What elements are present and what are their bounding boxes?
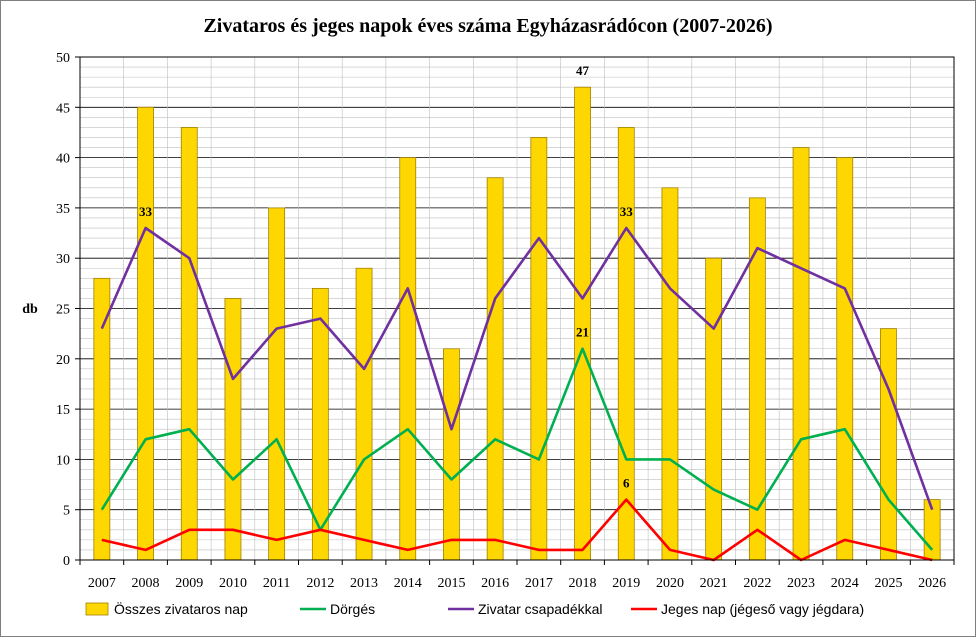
x-tick-label: 2013 — [350, 576, 378, 591]
bar-2014 — [399, 157, 417, 561]
legend-label: Összes zivataros nap — [114, 600, 248, 617]
x-tick-label: 2025 — [874, 576, 902, 591]
bar-2024 — [836, 157, 854, 561]
bar-2009 — [180, 127, 198, 561]
x-tick-label: 2012 — [306, 576, 334, 591]
y-tick-label: 15 — [56, 403, 70, 418]
data-labels: 47 33 33 21 6 — [139, 63, 633, 490]
y-tick-label: 35 — [56, 202, 70, 217]
legend-label: Zivatar csapadékkal — [478, 601, 603, 617]
x-tick-label: 2021 — [700, 576, 728, 591]
y-tick-label: 30 — [56, 252, 70, 267]
y-tick-label: 0 — [63, 554, 70, 569]
bar-2008 — [137, 106, 154, 561]
line-Dörgés — [100, 347, 934, 551]
x-tick-label: 2009 — [175, 576, 203, 591]
x-tick-label: 2026 — [918, 576, 946, 591]
bar-2025 — [880, 328, 897, 561]
x-tick-label: 2018 — [569, 576, 597, 591]
bar-2015 — [443, 348, 460, 561]
y-tick-label: 50 — [56, 51, 70, 66]
legend: Összes zivataros nap Dörgés Zivatar csapad… — [85, 600, 864, 617]
legend-label: Jeges nap (jégeső vagy jégdara) — [661, 601, 864, 617]
x-tick-label: 2020 — [656, 576, 684, 591]
bar-2020 — [661, 187, 679, 561]
y-tick-label: 5 — [63, 504, 70, 519]
x-tick-label: 2007 — [88, 576, 116, 591]
legend-swatch-bar — [85, 602, 109, 616]
bar-2019 — [617, 127, 635, 561]
x-tick-label: 2016 — [481, 576, 509, 591]
line-Zivatar csapadékkal — [100, 226, 934, 511]
bar-2021 — [705, 257, 723, 561]
x-tick-label: 2010 — [219, 576, 247, 591]
bar-series — [93, 86, 941, 561]
bar-2023 — [792, 147, 810, 561]
bar-2007 — [93, 277, 111, 561]
x-tick-label: 2014 — [394, 576, 422, 591]
bar-2017 — [530, 137, 548, 561]
y-tick-label: 25 — [56, 303, 70, 318]
bar-2016 — [486, 177, 504, 561]
y-tick-label: 20 — [56, 353, 70, 368]
x-tick-label: 2024 — [831, 576, 859, 591]
bar-2011 — [268, 207, 286, 561]
data-label: 6 — [623, 476, 630, 491]
bar-2018 — [574, 86, 591, 561]
y-tick-label: 45 — [56, 101, 70, 116]
chart-title: Zivataros és jeges napok éves száma Egyh… — [203, 15, 772, 37]
x-tick-label: 2019 — [612, 576, 640, 591]
x-tick-label: 2022 — [743, 576, 771, 591]
data-label: 33 — [139, 204, 153, 219]
gridlines — [79, 56, 955, 561]
data-label: 21 — [576, 325, 589, 340]
line-Jeges nap (jégeső vagy jégdara) — [101, 498, 933, 562]
axes — [75, 56, 955, 565]
bar-2013 — [355, 267, 373, 561]
data-label: 47 — [576, 63, 590, 78]
x-tick-label: 2017 — [525, 576, 553, 591]
y-tick-label: 10 — [56, 453, 70, 468]
data-label: 33 — [620, 204, 634, 219]
y-tick-label: 40 — [56, 152, 70, 167]
x-tick-label: 2023 — [787, 576, 815, 591]
line-series — [100, 226, 934, 562]
x-tick-label: 2008 — [132, 576, 160, 591]
legend-label: Dörgés — [330, 601, 375, 617]
bar-2010 — [224, 298, 242, 561]
x-tick-label: 2011 — [263, 576, 290, 591]
x-tick-label: 2015 — [437, 576, 465, 591]
y-axis-label: db — [22, 302, 38, 317]
